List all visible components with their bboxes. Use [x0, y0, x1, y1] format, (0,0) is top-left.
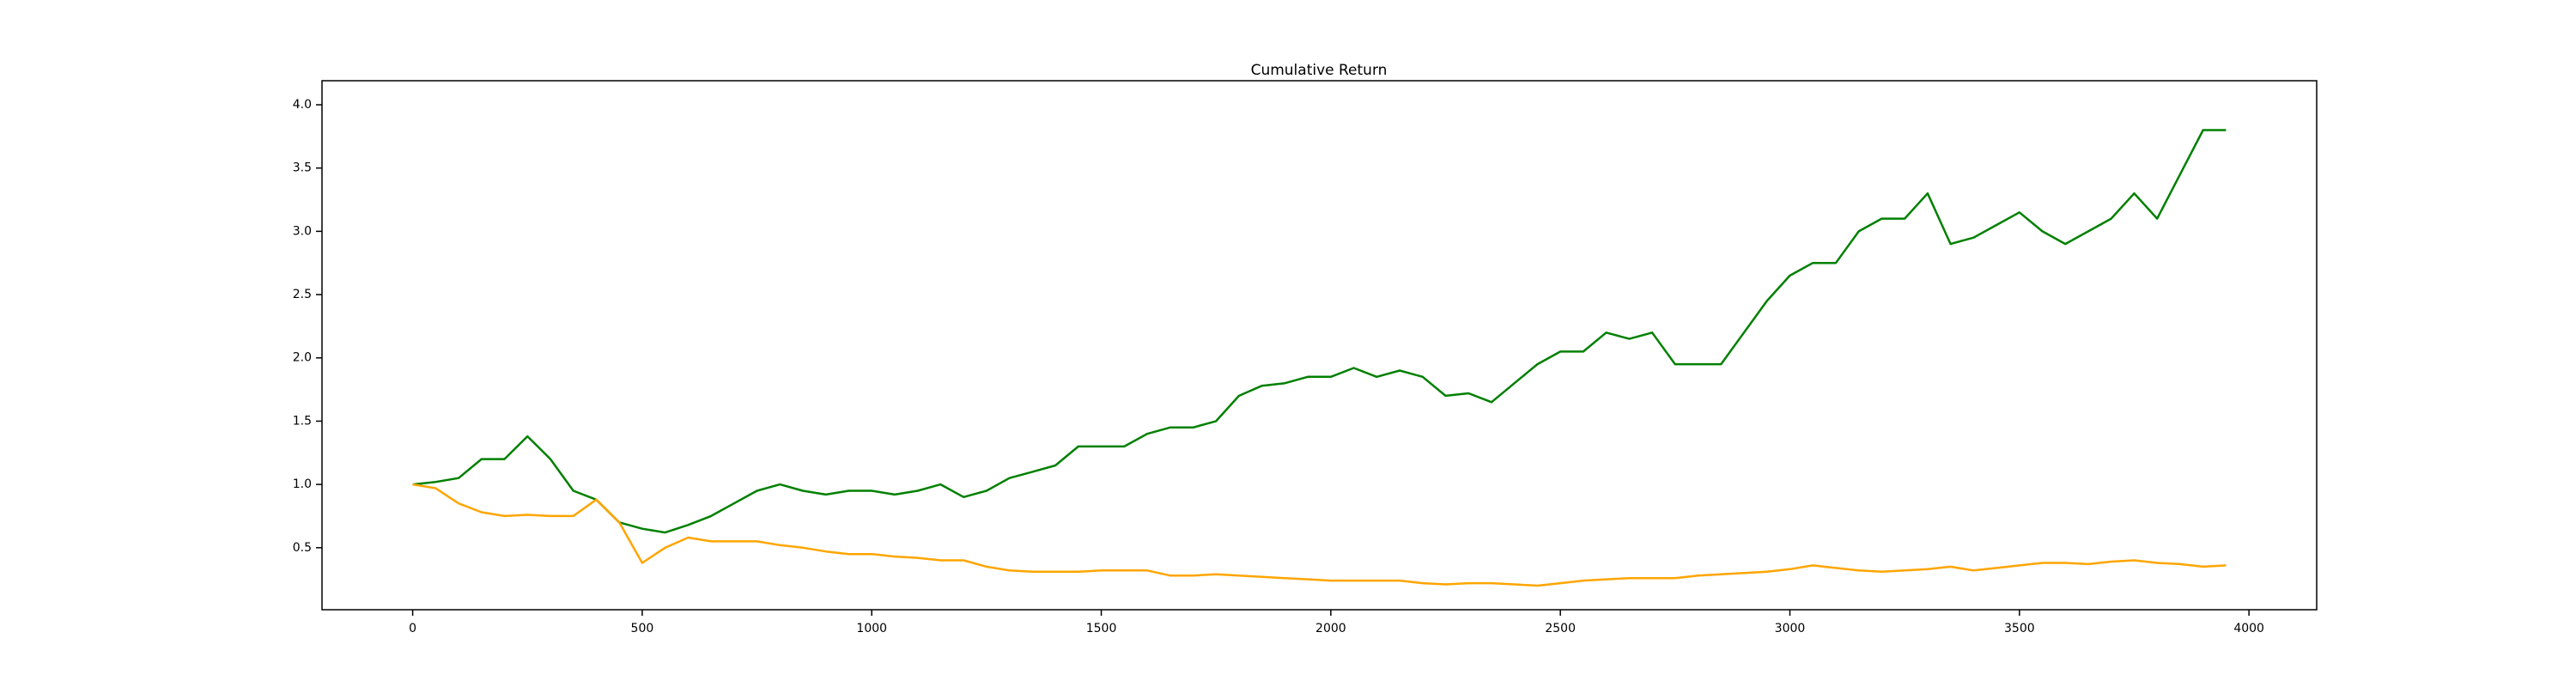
- y-tick-label: 4.0: [293, 98, 312, 112]
- y-tick-label: 3.0: [293, 224, 312, 238]
- y-tick-label: 1.5: [293, 414, 312, 428]
- axes-frame: [321, 80, 2318, 611]
- x-tick-label: 0: [409, 622, 416, 635]
- series-line: [412, 483, 2227, 587]
- x-tick-label: 1000: [856, 622, 887, 635]
- x-tick-label: 1500: [1086, 622, 1117, 635]
- y-tick-label: 2.5: [293, 288, 312, 301]
- x-tick-label: 2000: [1315, 622, 1346, 635]
- y-tick-label: 2.0: [293, 351, 312, 365]
- y-tick-label: 1.0: [293, 477, 312, 491]
- x-tick-label: 2500: [1545, 622, 1576, 635]
- y-tick-label: 3.5: [293, 161, 312, 175]
- y-tick-label: 0.5: [293, 541, 312, 555]
- x-tick-label: 4000: [2233, 622, 2264, 635]
- x-tick-label: 500: [631, 622, 654, 635]
- x-tick-label: 3000: [1775, 622, 1806, 635]
- x-tick-label: 3500: [2004, 622, 2035, 635]
- chart-title: Cumulative Return: [1251, 62, 1388, 79]
- series-line: [412, 129, 2227, 534]
